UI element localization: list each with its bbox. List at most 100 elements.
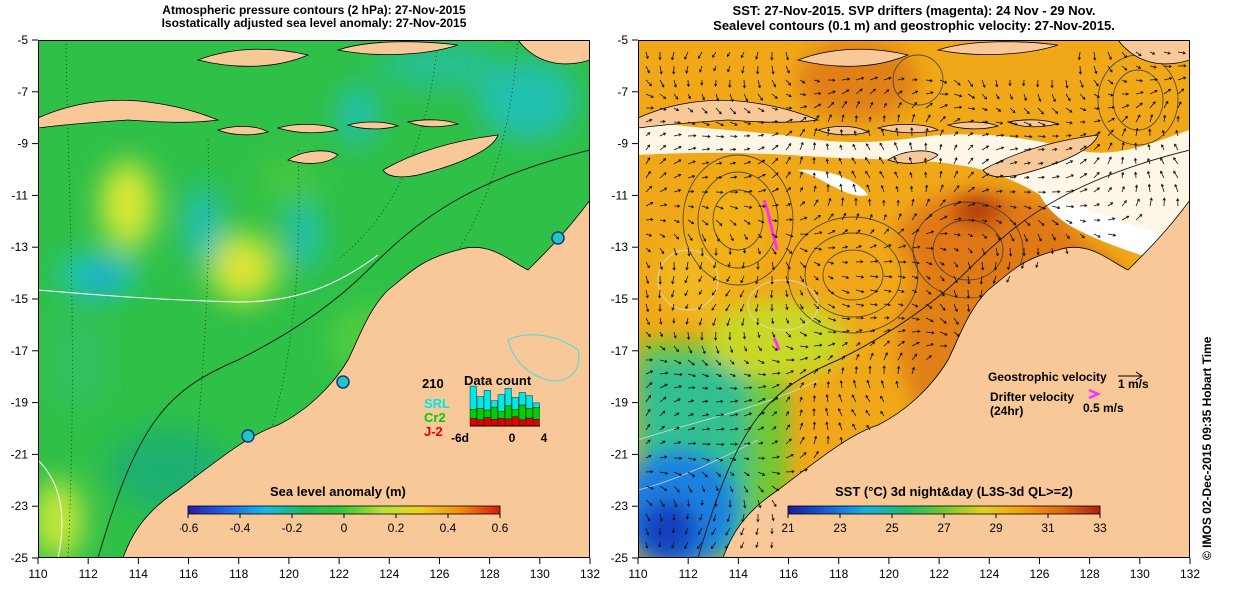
x-tick-label: 112 — [679, 567, 698, 581]
inset-x-tick: 4 — [541, 431, 548, 445]
y-tick-label: -25 — [11, 551, 29, 565]
y-tick-label: -7 — [17, 85, 28, 99]
inset-bar-srl — [483, 390, 491, 411]
x-tick-label: 116 — [179, 567, 198, 581]
x-tick-label: 128 — [1080, 567, 1100, 581]
lesser-sunda-islands — [216, 119, 460, 136]
drifter-track — [762, 199, 779, 251]
colorbar-tick-label: 0.4 — [440, 521, 457, 535]
y-tick-label: -17 — [11, 344, 29, 358]
x-tick-label: 122 — [929, 567, 949, 581]
x-tick-label: 128 — [480, 567, 500, 581]
right-title-line2: Sealevel contours (0.1 m) and geostrophi… — [713, 18, 1115, 33]
inset-bar-srl — [532, 402, 540, 408]
inset-x-tick: -6d — [451, 431, 469, 445]
colorbar-tick-label: -0.2 — [282, 521, 303, 535]
inset-title: Data count — [464, 373, 532, 388]
inset-bar-srl — [469, 385, 477, 410]
australia-offshore-cyan-outline — [507, 334, 580, 382]
x-tick-label: 124 — [979, 567, 999, 581]
x-tick-label: 130 — [1130, 567, 1150, 581]
left-colorbar: -0.6 -0.4 -0.2 0 0.2 0.4 0.6 — [180, 505, 509, 535]
y-tick-label: -23 — [611, 499, 629, 513]
colorbar-tick-label: 31 — [1041, 521, 1055, 535]
inset-bar-srl — [504, 388, 512, 407]
x-tick-label: 124 — [379, 567, 399, 581]
x-tick-label: 120 — [279, 567, 299, 581]
inset-bar-srl — [511, 397, 519, 410]
y-tick-label: -5 — [17, 33, 28, 47]
drifter-velocity-label: Drifter velocity — [990, 390, 1075, 404]
x-tick-label: 114 — [129, 567, 148, 581]
geostrophic-velocity-label: Geostrophic velocity — [988, 370, 1107, 384]
y-tick-label: -9 — [17, 137, 28, 151]
inset-legend-j-2: J-2 — [424, 424, 443, 439]
x-tick-label: 110 — [628, 567, 647, 581]
y-tick-label: -13 — [11, 240, 29, 254]
colorbar-tick-label: 0.2 — [388, 521, 405, 535]
x-tick-label: 130 — [530, 567, 550, 581]
inset-legend-cr2: Cr2 — [424, 410, 446, 425]
x-tick-label: 122 — [329, 567, 349, 581]
cloud-mask — [798, 169, 868, 196]
colorbar-tick-label: -0.6 — [180, 521, 199, 535]
inset-bar-srl — [518, 392, 526, 406]
geostrophic-velocity-value: 1 m/s — [1118, 377, 1149, 391]
x-tick-label: 118 — [229, 567, 248, 581]
y-tick-label: -21 — [11, 447, 29, 461]
x-tick-label: 132 — [1180, 567, 1200, 581]
left-axes: -5 -7 -9 -11 -13 -15 -17 -19 -21 -23 -25 110 112 114 1… — [11, 33, 601, 581]
geostrophic-velocity-arrow-icon — [1118, 371, 1143, 381]
colorbar-tick-label: 29 — [989, 521, 1003, 535]
x-tick-label: 126 — [1029, 567, 1049, 581]
colorbar-tick-label: -0.4 — [230, 521, 251, 535]
colorbar-tick-label: 33 — [1093, 521, 1107, 535]
x-tick-label: 114 — [729, 567, 748, 581]
colorbar-tick-label: 21 — [781, 521, 795, 535]
sumba-island — [287, 150, 339, 164]
x-tick-label: 120 — [879, 567, 899, 581]
y-tick-label: -13 — [611, 240, 629, 254]
inset-bar-srl — [476, 396, 484, 409]
right-colorbar-label: SST (°C) 3d night&day (L3S-3d QL>=2) — [835, 484, 1073, 499]
drifter-velocity-value: 0.5 m/s — [1083, 401, 1124, 415]
x-tick-label: 132 — [580, 567, 600, 581]
inset-bar-srl — [490, 400, 498, 408]
timor-island — [382, 134, 499, 178]
inset-bar-srl — [497, 394, 505, 412]
colorbar-tick-label: 0.6 — [492, 521, 509, 535]
y-tick-label: -19 — [611, 396, 629, 410]
right-map — [638, 40, 1190, 558]
colorbar-tick-label: 27 — [937, 521, 951, 535]
left-colorbar-label: Sea level anomaly (m) — [270, 484, 406, 499]
right-title-line1: SST: 27-Nov-2015. SVP drifters (magenta)… — [732, 3, 1096, 18]
drifter-track — [772, 337, 781, 351]
tide-gauge-marker — [336, 375, 350, 389]
sea-level-anomaly-field — [38, 40, 578, 558]
y-tick-label: -17 — [611, 344, 629, 358]
y-tick-label: -5 — [617, 33, 628, 47]
y-tick-label: -15 — [611, 292, 629, 306]
inset-legend-srl: SRL — [424, 396, 450, 411]
drifter-velocity-sublabel: (24hr) — [990, 404, 1024, 418]
left-title-line2: Isostatically adjusted sea level anomaly… — [161, 16, 467, 30]
credit-text: © IMOS 02-Dec-2015 09:35 Hobart Time — [1200, 336, 1214, 560]
right-colorbar: 21 23 25 27 29 31 33 — [781, 505, 1107, 535]
y-tick-label: -25 — [611, 551, 629, 565]
tide-gauge-marker — [241, 429, 255, 443]
y-tick-label: -11 — [12, 188, 29, 202]
geostrophic-velocity-arrows — [645, 51, 1187, 550]
y-tick-label: -19 — [11, 396, 29, 410]
x-tick-label: 112 — [79, 567, 98, 581]
x-tick-label: 110 — [28, 567, 47, 581]
tide-gauge-marker — [551, 231, 565, 245]
inset-x-tick: 0 — [509, 431, 516, 445]
y-tick-label: -9 — [617, 137, 628, 151]
y-tick-label: -23 — [11, 499, 29, 513]
x-tick-label: 126 — [429, 567, 449, 581]
java-island — [38, 99, 220, 129]
y-tick-label: -11 — [612, 188, 629, 202]
colorbar-tick-label: 0 — [341, 521, 348, 535]
left-title-line1: Atmospheric pressure contours (2 hPa): 2… — [162, 3, 466, 17]
